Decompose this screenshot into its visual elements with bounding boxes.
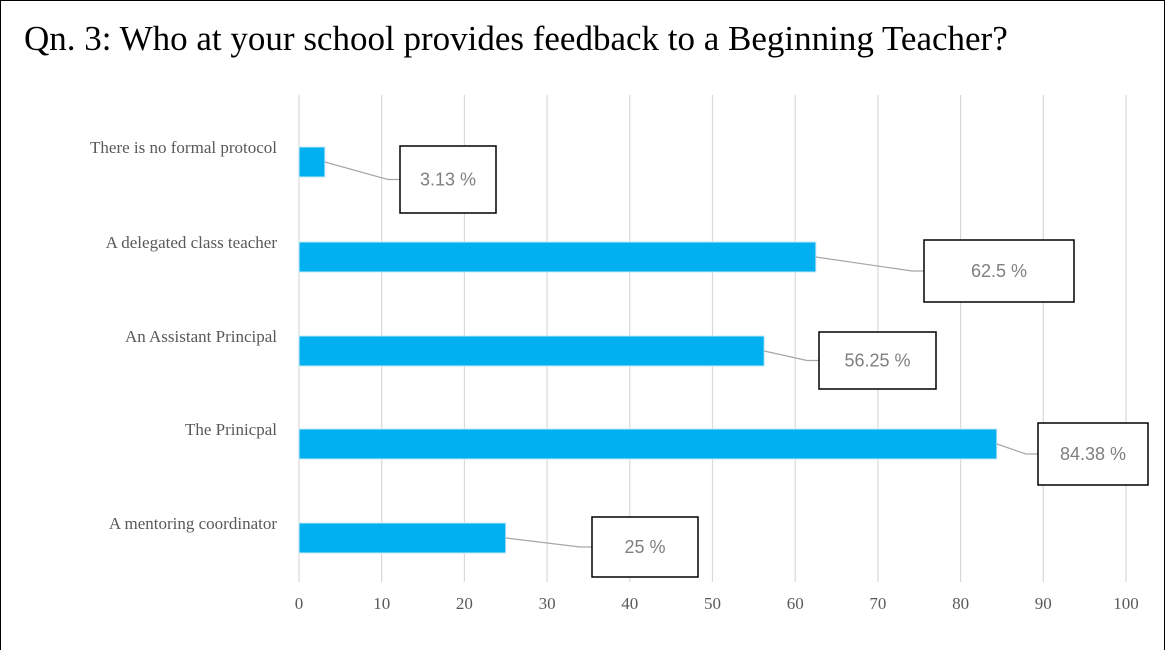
- bar: [298, 428, 998, 460]
- bar: [298, 335, 765, 367]
- chart-title: Qn. 3: Who at your school provides feedb…: [24, 19, 1008, 58]
- data-label-box: [591, 516, 699, 578]
- bar: [298, 146, 326, 178]
- x-tick-label: 100: [1113, 594, 1139, 613]
- bars: [298, 146, 998, 554]
- data-label-box: [1037, 422, 1149, 486]
- leader-line: [764, 350, 819, 362]
- x-tick-label: 40: [621, 594, 638, 613]
- leader-lines: [324, 161, 1038, 548]
- data-label-box: [399, 145, 497, 214]
- category-labels: There is no formal protocol A delegated c…: [90, 138, 277, 533]
- category-label: There is no formal protocol: [90, 138, 277, 157]
- category-label: An Assistant Principal: [125, 327, 277, 346]
- leader-line: [815, 256, 924, 272]
- x-tick-label: 20: [456, 594, 473, 613]
- leader-line: [505, 537, 592, 548]
- x-tick-label: 30: [539, 594, 556, 613]
- data-labels: 3.13 % 62.5 % 56.25 % 84.38 % 25 %: [399, 145, 1149, 578]
- data-label: 25 %: [624, 537, 665, 557]
- data-label-box: [923, 239, 1075, 303]
- x-tick-label: 0: [295, 594, 304, 613]
- bar: [298, 522, 507, 554]
- x-tick-label: 70: [869, 594, 886, 613]
- x-tick-label: 50: [704, 594, 721, 613]
- category-label: A mentoring coordinator: [109, 514, 277, 533]
- tick-labels: 0 10 20 30 40 50 60 70 80 90 100: [295, 594, 1139, 613]
- data-label: 84.38 %: [1060, 444, 1126, 464]
- category-label: A delegated class teacher: [106, 233, 278, 252]
- data-label: 56.25 %: [844, 351, 910, 371]
- category-label: The Prinicpal: [185, 420, 277, 439]
- leader-line: [324, 161, 400, 181]
- x-tick-label: 90: [1035, 594, 1052, 613]
- x-tick-label: 10: [373, 594, 390, 613]
- leader-line: [996, 443, 1038, 455]
- bar: [298, 241, 817, 273]
- x-tick-label: 60: [787, 594, 804, 613]
- data-label: 62.5 %: [971, 261, 1027, 281]
- data-label: 3.13 %: [420, 170, 476, 190]
- x-tick-label: 80: [952, 594, 969, 613]
- data-label-box: [818, 331, 937, 390]
